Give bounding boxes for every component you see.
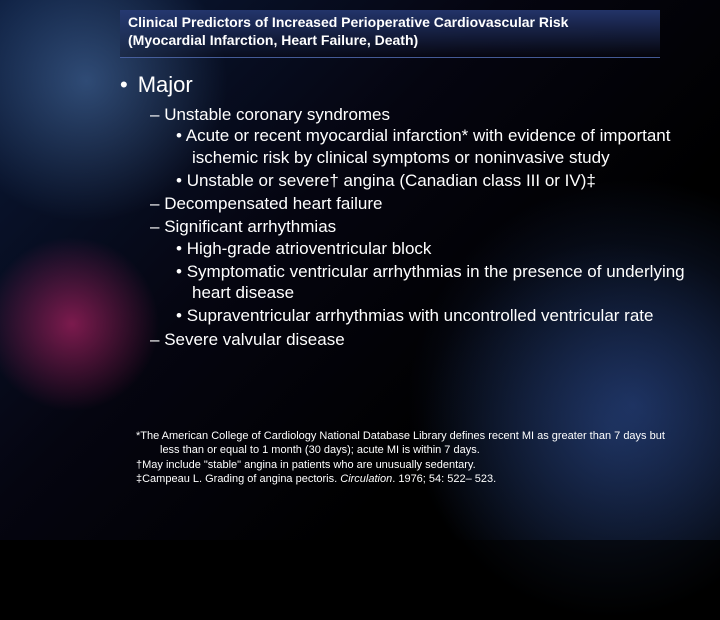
list-item: Symptomatic ventricular arrhythmias in t… — [176, 261, 690, 304]
list-level-1: Unstable coronary syndromes Acute or rec… — [120, 104, 690, 350]
footnote: †May include "stable" angina in patients… — [120, 459, 680, 473]
list-item: Unstable or severe† angina (Canadian cla… — [176, 170, 690, 191]
list-item: Significant arrhythmias High-grade atrio… — [150, 216, 690, 326]
item-text: Severe valvular disease — [164, 330, 344, 349]
item-text: Supraventricular arrhythmias with uncont… — [187, 306, 654, 325]
item-text: Symptomatic ventricular arrhythmias in t… — [187, 262, 685, 302]
list-item: Supraventricular arrhythmias with uncont… — [176, 305, 690, 326]
item-text: Unstable coronary syndromes — [164, 105, 390, 124]
footnote-journal: Circulation — [340, 473, 392, 485]
list-level-2: Acute or recent myocardial infarction* w… — [150, 125, 690, 191]
footnotes: *The American College of Cardiology Nati… — [120, 430, 680, 488]
item-text: Decompensated heart failure — [164, 194, 382, 213]
item-text: Significant arrhythmias — [164, 217, 336, 236]
footnote-text: ‡Campeau L. Grading of angina pectoris. — [136, 473, 340, 485]
footnote: *The American College of Cardiology Nati… — [120, 430, 680, 458]
item-text: High-grade atrioventricular block — [187, 239, 432, 258]
footnote: ‡Campeau L. Grading of angina pectoris. … — [120, 473, 680, 487]
content-area: • Major Unstable coronary syndromes Acute… — [120, 72, 690, 352]
list-item: Decompensated heart failure — [150, 193, 690, 214]
item-text: Unstable or severe† angina (Canadian cla… — [187, 171, 596, 190]
bullet-icon: • — [120, 72, 128, 97]
list-item: Severe valvular disease — [150, 329, 690, 350]
list-level-2: High-grade atrioventricular block Sympto… — [150, 238, 690, 327]
title-band: Clinical Predictors of Increased Periope… — [120, 10, 660, 58]
heading-text: Major — [138, 72, 193, 97]
footnote-text: . 1976; 54: 522– 523. — [392, 473, 496, 485]
list-item: Acute or recent myocardial infarction* w… — [176, 125, 690, 168]
title-line-2: (Myocardial Infarction, Heart Failure, D… — [128, 32, 652, 50]
heading-major: • Major — [120, 72, 690, 98]
list-item: High-grade atrioventricular block — [176, 238, 690, 259]
item-text: Acute or recent myocardial infarction* w… — [186, 126, 671, 166]
title-line-1: Clinical Predictors of Increased Periope… — [128, 14, 652, 32]
list-item: Unstable coronary syndromes Acute or rec… — [150, 104, 690, 191]
